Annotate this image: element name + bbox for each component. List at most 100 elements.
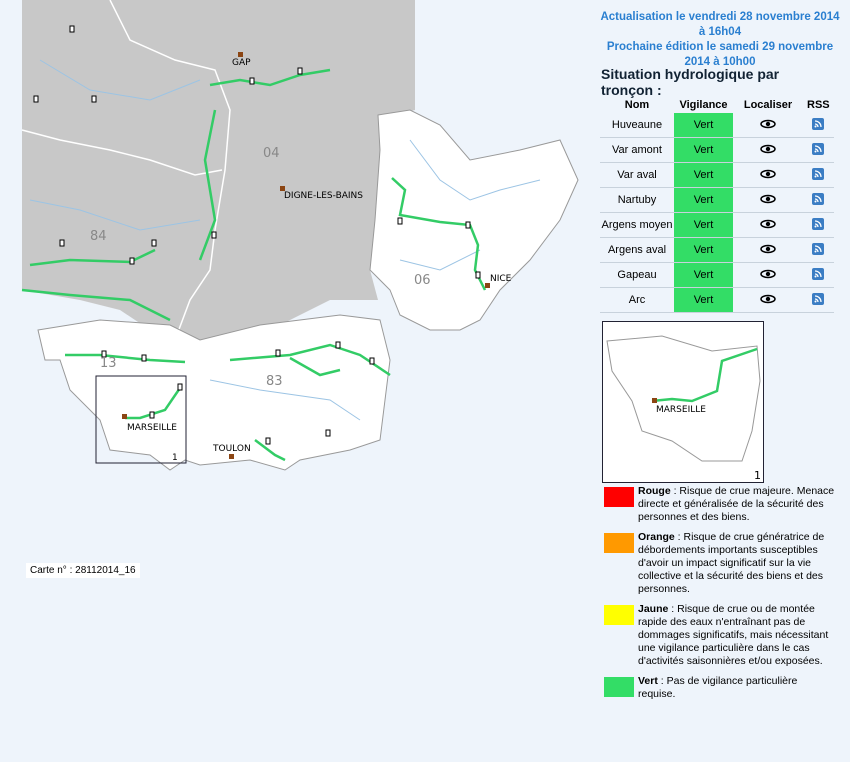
vigilance-level: Vert <box>674 187 733 213</box>
legend-text: : Risque de crue ou de montée rapide des… <box>638 603 829 667</box>
eye-outline <box>760 169 776 178</box>
column-header: Nom <box>624 99 650 111</box>
eye-pupil <box>765 271 771 276</box>
vigilance-level: Vert <box>674 212 733 238</box>
rss-bg <box>812 242 825 255</box>
rss-bg <box>812 192 825 205</box>
rss-icon[interactable] <box>812 117 825 130</box>
vigilance-level: Vert <box>674 137 733 163</box>
legend-level: Rouge <box>638 485 671 497</box>
legend-item: Jaune : Risque de crue ou de montée rapi… <box>604 603 836 668</box>
region-white <box>369 109 579 331</box>
map-label: GAP <box>232 58 251 68</box>
locate-icon[interactable] <box>760 119 776 129</box>
column-header: RSS <box>807 99 830 111</box>
legend-level: Jaune <box>638 603 669 615</box>
rss-dot <box>814 250 817 252</box>
eye-pupil <box>765 221 771 226</box>
rss-waves <box>815 144 822 152</box>
rss-waves <box>815 219 822 227</box>
legend-swatch <box>604 487 634 507</box>
section-name: Huveaune <box>600 113 674 138</box>
map-label: 04 <box>263 146 280 161</box>
eye-pupil <box>765 146 771 151</box>
locate-cell <box>733 287 803 313</box>
rss-icon[interactable] <box>812 142 825 155</box>
inset-frame <box>95 375 187 464</box>
table-row: Var amont Vert <box>600 137 834 163</box>
rss-dot <box>814 150 817 152</box>
rss-icon[interactable] <box>812 267 825 280</box>
rss-cell <box>803 162 834 188</box>
locate-icon[interactable] <box>760 144 776 154</box>
region-grey <box>22 0 415 345</box>
rss-cell <box>803 137 834 163</box>
locate-cell <box>733 237 803 263</box>
rivers-minor <box>29 59 541 421</box>
region-white <box>37 314 391 471</box>
rss-cell <box>803 212 834 238</box>
rss-icon[interactable] <box>812 217 825 230</box>
legend: Rouge : Risque de crue majeure. Menace d… <box>604 485 836 708</box>
rss-icon[interactable] <box>812 242 825 255</box>
rss-bg <box>812 217 825 230</box>
legend-swatch <box>604 605 634 625</box>
map-label: TOULON <box>212 444 251 454</box>
inset-number: 1 <box>172 453 178 463</box>
eye-pupil <box>765 196 771 201</box>
eye-outline <box>760 194 776 203</box>
rss-dot <box>814 200 817 202</box>
locate-cell <box>733 137 803 163</box>
eye-pupil <box>765 171 771 176</box>
legend-text: : Pas de vigilance particulière requise. <box>638 675 798 700</box>
map-label: NICE <box>490 274 512 284</box>
dep-border <box>109 0 231 341</box>
rss-waves <box>815 269 822 277</box>
section-name: Var aval <box>600 162 674 188</box>
map-label: 83 <box>266 374 283 389</box>
rss-icon[interactable] <box>812 292 825 305</box>
map-number: Carte n° : 28112014_16 <box>26 563 140 578</box>
map-label: MARSEILLE <box>127 423 177 433</box>
table-header: Nom Vigilance Localiser RSS <box>600 97 834 113</box>
rss-icon[interactable] <box>812 192 825 205</box>
vigilance-level: Vert <box>674 287 733 313</box>
section-name: Var amont <box>600 137 674 163</box>
update-date: Actualisation le vendredi 28 novembre 20… <box>600 11 840 38</box>
map-label: DIGNE-LES-BAINS <box>284 191 363 201</box>
locate-icon[interactable] <box>760 269 776 279</box>
column-header: Localiser <box>743 99 793 111</box>
eye-outline <box>760 219 776 228</box>
rss-bg <box>812 142 825 155</box>
legend-item: Rouge : Risque de crue majeure. Menace d… <box>604 485 836 524</box>
legend-swatch <box>604 677 634 697</box>
rss-cell <box>803 187 834 213</box>
section-name: Argens aval <box>600 237 674 263</box>
rss-icon[interactable] <box>812 167 825 180</box>
stations <box>33 25 481 445</box>
locate-icon[interactable] <box>760 194 776 204</box>
locate-icon[interactable] <box>760 244 776 254</box>
rss-dot <box>814 125 817 127</box>
table-body: Huveaune Vert Var amont Vert Var aval Vert Nar… <box>600 113 834 313</box>
rss-dot <box>814 300 817 302</box>
inset-map: MARSEILLE 1 <box>602 321 764 483</box>
rss-waves <box>815 169 822 177</box>
table-row: Argens aval Vert <box>600 237 834 263</box>
table-row: Var aval Vert <box>600 162 834 188</box>
inset-number: 1 <box>754 469 761 482</box>
eye-outline <box>760 119 776 128</box>
legend-text: : Risque de crue génératrice de débordem… <box>638 531 825 595</box>
locate-icon[interactable] <box>760 219 776 229</box>
section-name: Gapeau <box>600 262 674 288</box>
rivers <box>21 68 487 462</box>
locate-icon[interactable] <box>760 169 776 179</box>
map-label: 06 <box>414 273 431 288</box>
locate-icon[interactable] <box>760 294 776 304</box>
legend-item: Orange : Risque de crue génératrice de d… <box>604 531 836 596</box>
update-info: Actualisation le vendredi 28 novembre 20… <box>600 10 840 70</box>
vigilance-level: Vert <box>674 262 733 288</box>
table-row: Argens moyen Vert <box>600 212 834 238</box>
column-header: Vigilance <box>679 99 728 111</box>
legend-swatch <box>604 533 634 553</box>
